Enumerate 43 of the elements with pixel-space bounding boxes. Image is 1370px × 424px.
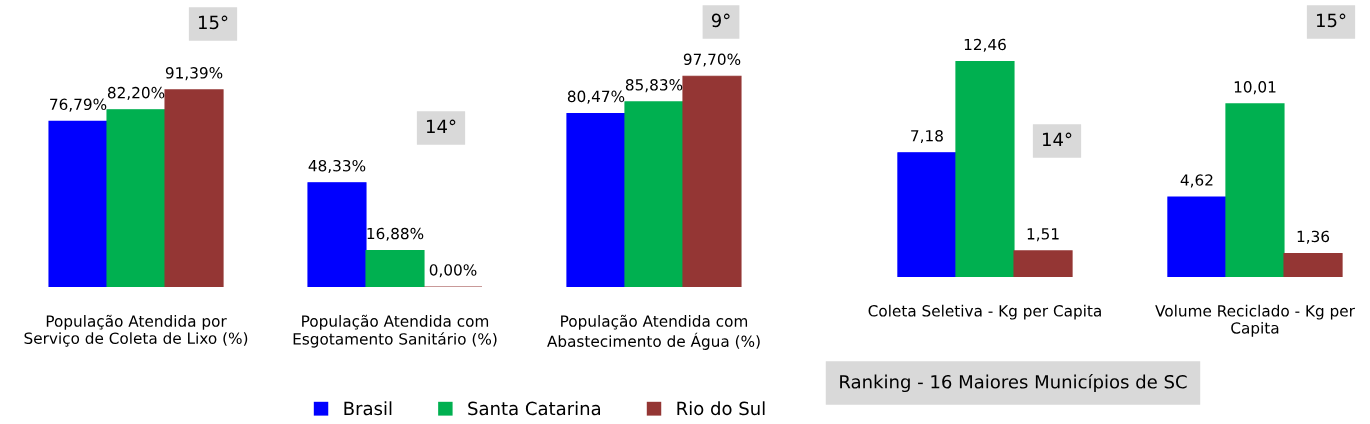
bar [307, 182, 367, 287]
data-label: 91,39% [165, 67, 223, 81]
bar [1167, 196, 1227, 277]
data-label: 48,33% [308, 159, 366, 174]
x-tick-label: População Atendida com Abastecimento de Água (%) [547, 314, 760, 350]
data-label: 4,62 [1180, 174, 1213, 188]
x-tick-label: Coleta Seletiva - Kg per Capita [868, 304, 1101, 320]
annotation: 14° [426, 119, 456, 133]
bar [1283, 252, 1343, 277]
data-label: 16,88% [367, 227, 424, 241]
legend-label: Rio do Sul [677, 401, 765, 416]
data-label: 85,83% [625, 79, 683, 93]
bar [955, 61, 1015, 277]
data-label: 82,20% [107, 86, 165, 100]
data-label: 12,46 [964, 38, 1006, 52]
text: 15° [1316, 13, 1346, 28]
bar [566, 112, 626, 287]
x-tick-label: Volume Reciclado - Kg per Capita [1155, 304, 1355, 337]
bar [365, 250, 425, 287]
bar [897, 152, 957, 277]
legend-label: Brasil [344, 401, 392, 416]
x-tick-label: População Atendida com Esgotamento Sanitário (%) [293, 314, 497, 348]
x-tick-label: População Atendida por Serviço de Coleta de Lixo (%) [24, 314, 248, 347]
data-label: 7,18 [911, 130, 943, 144]
bar [48, 120, 108, 287]
bar [1013, 250, 1073, 277]
data-label: 80,47% [567, 90, 625, 104]
data-label: 97,70% [683, 53, 741, 67]
text: 15° [198, 15, 228, 30]
data-label: 0,00% [429, 264, 477, 278]
bar [1225, 103, 1285, 277]
data-label: 76,79% [50, 98, 107, 112]
bar [164, 89, 224, 287]
data-label: 1,51 [1027, 228, 1059, 242]
annotation: 14° [1042, 132, 1072, 146]
bar [624, 101, 684, 287]
bar [682, 75, 742, 287]
data-label: 10,01 [1234, 81, 1276, 95]
legend-label: Santa Catarina [468, 401, 601, 416]
text: 9° [711, 13, 730, 28]
bar [106, 109, 166, 287]
text: Ranking - 16 Maiores Municípios de SC [840, 373, 1187, 393]
data-label: 1,36 [1297, 230, 1330, 244]
